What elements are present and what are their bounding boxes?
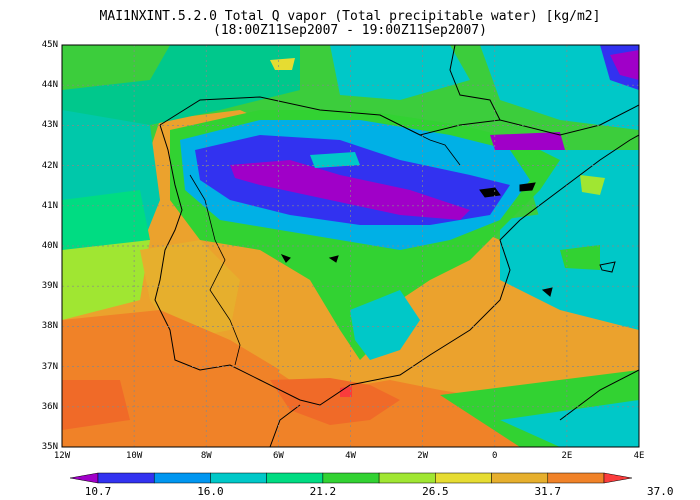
colorbar-tick-label: 26.5 bbox=[422, 485, 449, 498]
colorbar-tick-label: 10.7 bbox=[84, 485, 112, 498]
colorbar-segment bbox=[603, 472, 633, 484]
colorbar-segment bbox=[435, 472, 492, 484]
lat-tick-label: 40N bbox=[41, 241, 58, 251]
lon-tick-label: 8W bbox=[200, 451, 212, 461]
colorbar bbox=[69, 472, 633, 484]
gridlines bbox=[62, 45, 639, 447]
lon-tick-label: 2E bbox=[561, 451, 573, 461]
colorbar-segment bbox=[97, 472, 155, 484]
colorbar-segment bbox=[322, 472, 380, 484]
colorbar-segment bbox=[210, 472, 267, 484]
lon-tick-label: 2W bbox=[417, 451, 429, 461]
colorbar-segment bbox=[378, 472, 436, 484]
colorbar-tick-label: 21.2 bbox=[309, 485, 337, 498]
map-title-line2: (18:00Z11Sep2007 - 19:00Z11Sep2007) bbox=[213, 23, 487, 38]
colorbar-tick-label: 31.7 bbox=[534, 485, 562, 498]
lon-tick-label: 4W bbox=[345, 451, 356, 461]
lat-tick-label: 41N bbox=[41, 200, 58, 211]
lon-tick-label: 0 bbox=[492, 451, 498, 461]
lat-tick-label: 45N bbox=[41, 40, 58, 50]
lat-tick-label: 43N bbox=[41, 120, 58, 131]
colorbar-tick-label: 16.0 bbox=[197, 485, 224, 498]
lat-tick-label: 39N bbox=[41, 281, 58, 292]
colorbar-segment bbox=[547, 472, 605, 484]
lon-tick-label: 10W bbox=[125, 451, 143, 461]
plot-frame bbox=[61, 44, 640, 448]
region-borders bbox=[189, 114, 461, 366]
lat-tick-label: 36N bbox=[41, 401, 58, 412]
colorbar-tick-label: 37.0 bbox=[646, 485, 674, 498]
lon-tick-label: 12W bbox=[53, 451, 71, 461]
lat-tick-label: 42N bbox=[41, 160, 58, 171]
colorbar-segment bbox=[266, 472, 324, 484]
colorbar-segment bbox=[153, 472, 211, 484]
colorbar-segment bbox=[69, 472, 99, 484]
lat-tick-label: 37N bbox=[41, 361, 58, 372]
lon-tick-label: 6W bbox=[272, 451, 284, 461]
colorbar-segment bbox=[491, 472, 549, 484]
lat-tick-label: 44N bbox=[41, 80, 58, 91]
lat-tick-label: 35N bbox=[41, 442, 58, 452]
map-title-line1: MAI1NXINT.5.2.0 Total Q vapor (Total pre… bbox=[99, 9, 601, 24]
lon-tick-label: 4E bbox=[633, 451, 645, 461]
lat-tick-label: 38N bbox=[41, 321, 58, 332]
